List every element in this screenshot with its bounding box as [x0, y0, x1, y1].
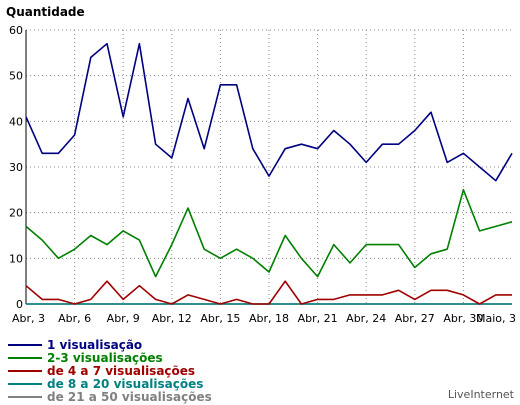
- legend-label: de 4 a 7 visualisações: [47, 364, 195, 378]
- y-tick-label: 50: [9, 70, 23, 83]
- legend-label: de 8 a 20 visualisações: [47, 377, 203, 391]
- x-axis-ticks: Abr, 3 Abr, 6 Abr, 9 Abr, 12 Abr, 15 Abr, 18 A…: [12, 312, 516, 325]
- series-group: [25, 42, 513, 305]
- x-tick-label: Abr, 15: [200, 312, 240, 325]
- watermark: LiveInternet: [448, 388, 515, 401]
- y-tick-label: 60: [9, 24, 23, 37]
- y-axis-label: Quantidade: [6, 5, 85, 19]
- y-axis-ticks: 0 10 20 30 40 50 60: [9, 24, 23, 311]
- series-line: [25, 189, 513, 278]
- x-tick-label: Abr, 30: [443, 312, 483, 325]
- x-tick-label: Abr, 21: [298, 312, 338, 325]
- y-tick-label: 40: [9, 115, 23, 128]
- x-tick-label: Abr, 24: [346, 312, 386, 325]
- x-tick-label: Abr, 3: [12, 312, 45, 325]
- x-tick-label: Maio, 3: [476, 312, 516, 325]
- legend-label: 2-3 visualisações: [47, 351, 163, 365]
- x-tick-label: Abr, 18: [249, 312, 289, 325]
- y-tick-label: 30: [9, 161, 23, 174]
- y-tick-label: 20: [9, 207, 23, 220]
- legend-label: de 21 a 50 visualisações: [47, 390, 212, 404]
- x-tick-label: Abr, 9: [107, 312, 140, 325]
- legend-label: 1 visualisação: [47, 338, 142, 352]
- y-tick-label: 0: [16, 298, 23, 311]
- grid: [26, 29, 512, 304]
- series-line: [25, 280, 512, 305]
- y-tick-label: 10: [9, 252, 23, 265]
- x-tick-label: Abr, 6: [58, 312, 91, 325]
- x-tick-label: Abr, 27: [395, 312, 435, 325]
- x-tick-label: Abr, 12: [152, 312, 192, 325]
- series-line: [25, 42, 513, 182]
